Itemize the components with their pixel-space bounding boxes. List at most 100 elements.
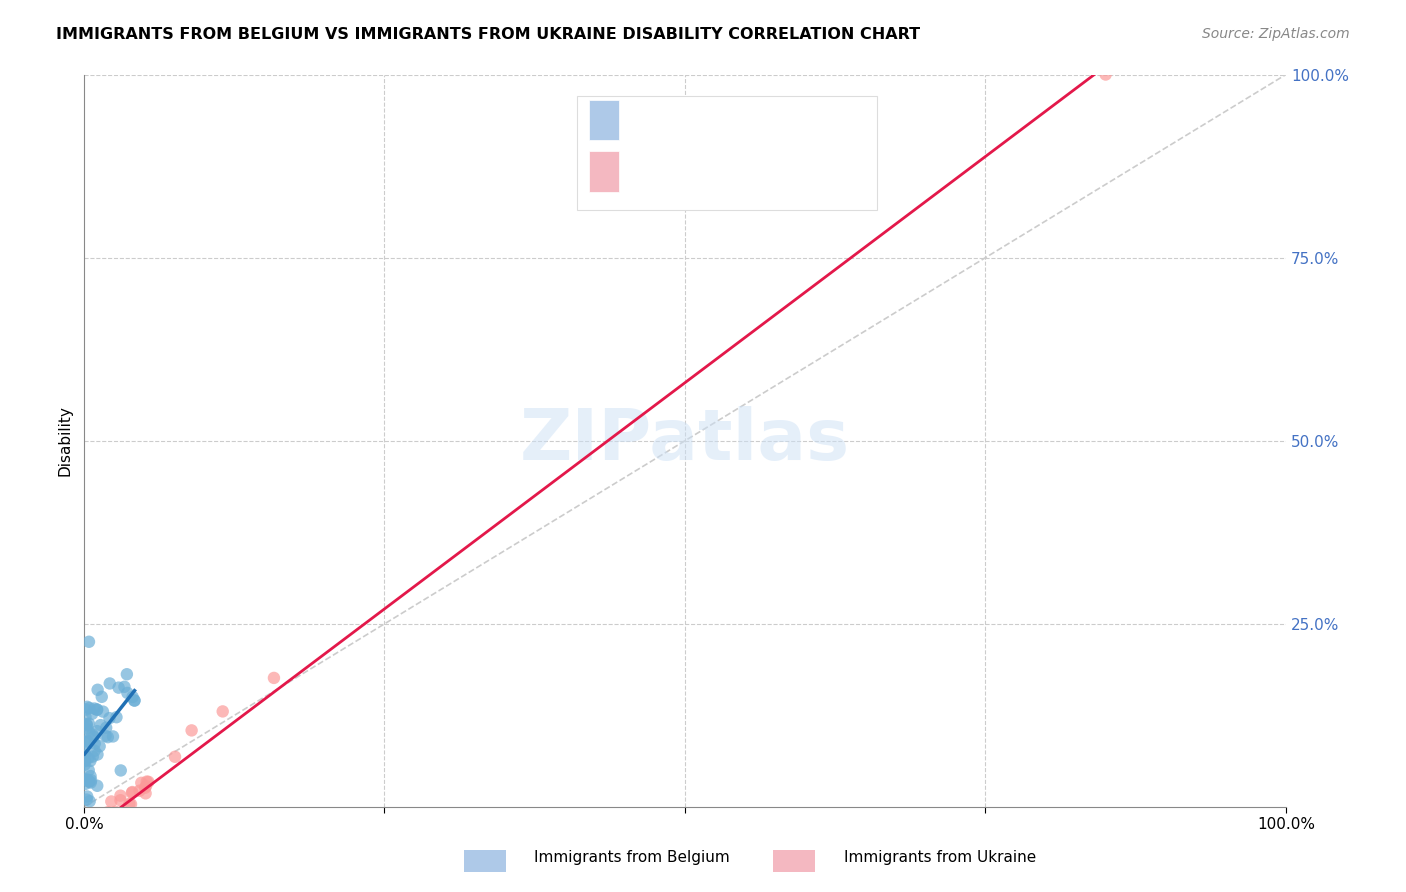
Point [75, 722, 97, 736]
Point [91, 811, 114, 825]
Point [75, 710, 97, 724]
Point [76, 699, 98, 714]
FancyBboxPatch shape [589, 100, 619, 140]
Point [114, 680, 136, 694]
Point [79, 822, 101, 837]
Point [98, 711, 121, 725]
Point [82, 749, 104, 764]
Point [121, 786, 143, 800]
Point [94, 729, 117, 743]
Point [75, 735, 97, 749]
Text: R =: R = [624, 112, 658, 126]
Point [83, 811, 105, 825]
Point [100, 814, 122, 828]
Point [80, 775, 103, 789]
Point [104, 805, 127, 819]
Point [82, 706, 104, 721]
Point [107, 807, 129, 822]
FancyBboxPatch shape [576, 96, 877, 210]
Point [75, 702, 97, 716]
Point [131, 776, 153, 790]
Point [211, 705, 233, 719]
Point [115, 667, 138, 681]
Point [76, 718, 98, 732]
Point [83, 737, 105, 751]
Point [121, 690, 143, 704]
Point [118, 797, 141, 811]
Text: N =: N = [763, 162, 807, 178]
Point [100, 817, 122, 831]
Point [90, 819, 112, 833]
Text: R =: R = [624, 162, 658, 178]
Point [73, 757, 96, 772]
Point [100, 795, 122, 809]
Point [77, 774, 100, 789]
Point [73, 754, 96, 768]
Point [180, 723, 202, 738]
Point [124, 693, 146, 707]
Point [96, 721, 118, 735]
Point [76, 772, 98, 787]
Point [76, 792, 98, 806]
Point [97, 730, 120, 744]
Text: Immigrants from Belgium: Immigrants from Belgium [534, 850, 730, 865]
Text: Source: ZipAtlas.com: Source: ZipAtlas.com [1202, 27, 1350, 41]
Y-axis label: Disability: Disability [58, 405, 72, 476]
Point [107, 681, 129, 695]
Text: IMMIGRANTS FROM BELGIUM VS IMMIGRANTS FROM UKRAINE DISABILITY CORRELATION CHART: IMMIGRANTS FROM BELGIUM VS IMMIGRANTS FR… [56, 27, 921, 42]
Point [105, 710, 128, 724]
Point [76, 733, 98, 747]
Point [76, 789, 98, 804]
Point [111, 815, 134, 830]
Point [86, 703, 108, 717]
Point [90, 690, 112, 704]
Point [135, 774, 157, 789]
Point [263, 671, 285, 685]
Point [94, 824, 117, 838]
Point [77, 751, 100, 765]
Text: 65: 65 [823, 112, 845, 126]
Text: 0.553: 0.553 [685, 112, 733, 126]
Point [76, 837, 98, 851]
Point [90, 718, 112, 732]
Point [86, 682, 108, 697]
Point [86, 826, 108, 840]
Point [86, 724, 108, 739]
Point [89, 823, 111, 838]
Point [101, 730, 124, 744]
Point [83, 701, 105, 715]
Point [121, 785, 143, 799]
Point [1094, 68, 1116, 82]
Point [77, 634, 100, 648]
Text: N =: N = [763, 112, 807, 126]
Point [77, 822, 100, 836]
Point [89, 739, 111, 754]
Point [100, 810, 122, 824]
Point [110, 793, 132, 807]
Point [82, 827, 104, 841]
Point [83, 730, 105, 744]
Point [73, 747, 96, 761]
Point [79, 794, 101, 808]
Text: 43: 43 [823, 162, 845, 178]
Point [79, 701, 101, 715]
Point [84, 814, 107, 829]
Point [93, 835, 115, 849]
Point [77, 716, 100, 731]
Point [79, 754, 101, 768]
Text: ZIPatlas: ZIPatlas [520, 406, 851, 475]
Point [117, 686, 139, 700]
Point [79, 769, 101, 783]
Point [124, 693, 146, 707]
Point [100, 821, 122, 835]
Point [86, 824, 108, 838]
Point [138, 775, 160, 789]
Point [86, 779, 108, 793]
Point [76, 735, 98, 749]
Point [163, 749, 186, 764]
Point [80, 773, 103, 788]
Point [97, 808, 120, 822]
Point [110, 764, 132, 778]
Point [97, 805, 120, 820]
Point [105, 808, 128, 822]
